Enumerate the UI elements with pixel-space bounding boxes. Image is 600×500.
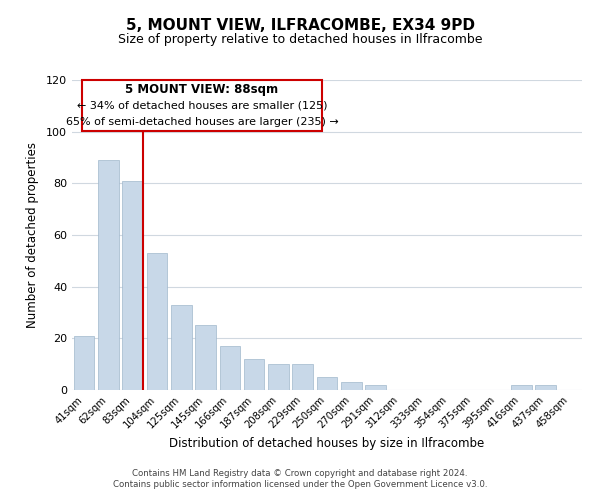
Bar bbox=[220, 346, 240, 390]
Text: Contains HM Land Registry data © Crown copyright and database right 2024.: Contains HM Land Registry data © Crown c… bbox=[132, 468, 468, 477]
FancyBboxPatch shape bbox=[82, 80, 322, 131]
Bar bbox=[195, 326, 216, 390]
Bar bbox=[98, 160, 119, 390]
Text: 5, MOUNT VIEW, ILFRACOMBE, EX34 9PD: 5, MOUNT VIEW, ILFRACOMBE, EX34 9PD bbox=[125, 18, 475, 32]
Bar bbox=[292, 364, 313, 390]
Text: Contains public sector information licensed under the Open Government Licence v3: Contains public sector information licen… bbox=[113, 480, 487, 489]
Bar bbox=[171, 304, 191, 390]
Bar bbox=[341, 382, 362, 390]
Text: 65% of semi-detached houses are larger (235) →: 65% of semi-detached houses are larger (… bbox=[65, 117, 338, 127]
Bar bbox=[268, 364, 289, 390]
Bar bbox=[122, 180, 143, 390]
Bar bbox=[244, 359, 265, 390]
X-axis label: Distribution of detached houses by size in Ilfracombe: Distribution of detached houses by size … bbox=[169, 438, 485, 450]
Bar bbox=[146, 253, 167, 390]
Y-axis label: Number of detached properties: Number of detached properties bbox=[26, 142, 39, 328]
Text: ← 34% of detached houses are smaller (125): ← 34% of detached houses are smaller (12… bbox=[77, 100, 328, 110]
Bar bbox=[74, 336, 94, 390]
Bar bbox=[535, 385, 556, 390]
Bar bbox=[365, 385, 386, 390]
Text: Size of property relative to detached houses in Ilfracombe: Size of property relative to detached ho… bbox=[118, 32, 482, 46]
Text: 5 MOUNT VIEW: 88sqm: 5 MOUNT VIEW: 88sqm bbox=[125, 83, 278, 96]
Bar bbox=[317, 377, 337, 390]
Bar bbox=[511, 385, 532, 390]
